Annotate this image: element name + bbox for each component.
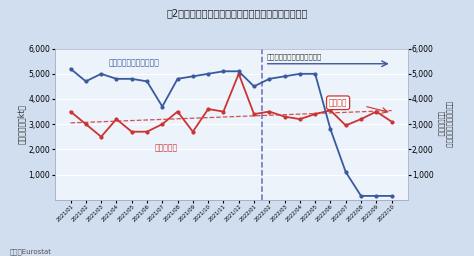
Text: 増加傾向: 増加傾向: [329, 98, 347, 107]
Y-axis label: 石炭輸入量（kt）: 石炭輸入量（kt）: [17, 104, 26, 144]
Text: 石炭輸入量: 石炭輸入量: [155, 143, 178, 152]
Text: 図2　ドイツのロシア産天然ガス・石炭輸入量の推移: 図2 ドイツのロシア産天然ガス・石炭輸入量の推移: [166, 8, 308, 18]
Text: ロシアによるウクライナ侵攻: ロシアによるウクライナ侵攻: [266, 53, 321, 60]
Y-axis label: ロシア産天然ガス輸入量
（百万立米）: ロシア産天然ガス輸入量 （百万立米）: [438, 101, 453, 147]
Text: ロシア産天然ガス輸入量: ロシア産天然ガス輸入量: [109, 59, 160, 68]
Text: 資料：Eurostat: 資料：Eurostat: [9, 248, 52, 255]
